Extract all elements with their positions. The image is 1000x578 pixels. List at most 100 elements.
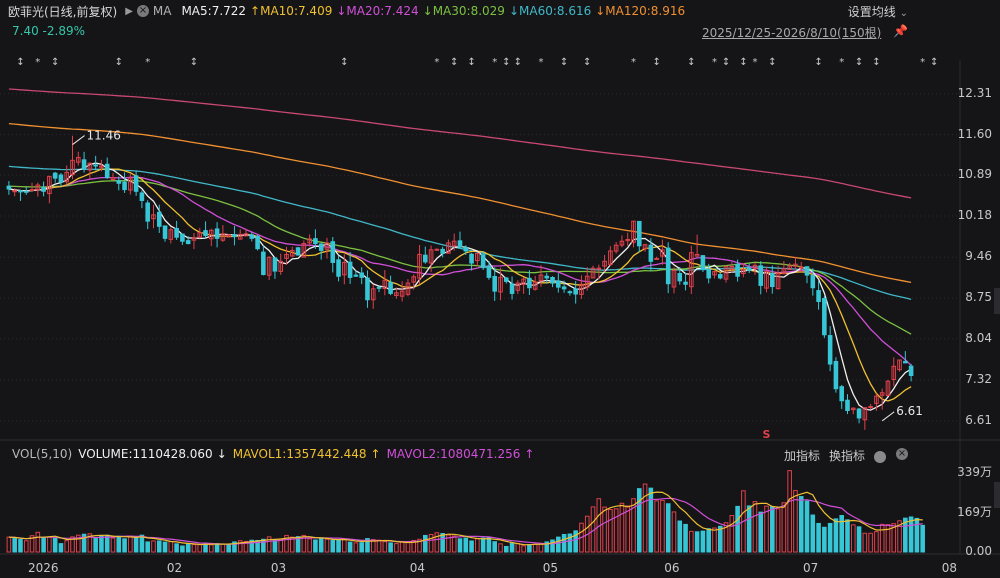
- candle-body: [584, 275, 590, 288]
- high-pointer: [72, 135, 85, 145]
- candle-body: [110, 177, 116, 180]
- right-panel-handle-volume[interactable]: [994, 482, 1000, 508]
- volume-bar: [532, 543, 538, 553]
- volume-bar: [145, 541, 150, 553]
- volume-bar: [324, 538, 330, 553]
- candle-body: [723, 265, 729, 280]
- event-marker: *: [631, 57, 636, 68]
- volume-bar: [35, 531, 41, 553]
- candle-body: [226, 234, 231, 238]
- candle-body: [654, 257, 659, 260]
- candle-body: [237, 233, 243, 240]
- volume-bar: [382, 541, 388, 553]
- mavol2-arrow: ↑: [524, 447, 535, 461]
- volume-bar: [654, 500, 659, 553]
- volume-bar: [694, 531, 700, 553]
- volume-bar: [822, 526, 827, 553]
- candle-body: [717, 274, 723, 279]
- volume-bar: [683, 523, 688, 553]
- price-tick: 9.46: [965, 249, 992, 264]
- candle-body: [515, 282, 521, 291]
- candle-body: [284, 253, 289, 259]
- candle-body: [295, 247, 301, 256]
- volume-bar: [81, 533, 87, 553]
- date-tick: 08: [941, 561, 958, 575]
- volume-bars: [6, 470, 925, 553]
- candle-body: [631, 220, 636, 243]
- volume-bar: [492, 541, 497, 553]
- candle-body: [845, 399, 850, 411]
- candle-body: [746, 267, 752, 271]
- settings-ma-button[interactable]: 设置均线 ⌄: [848, 3, 908, 20]
- candle-body: [590, 267, 596, 279]
- candle-body: [399, 290, 405, 297]
- candle-body: [741, 269, 746, 275]
- candle-body: [706, 268, 711, 279]
- volume-bar: [729, 515, 735, 553]
- play-icon[interactable]: ▶: [125, 5, 133, 17]
- pin-icon[interactable]: 📌: [893, 24, 908, 38]
- switch-indicator-button[interactable]: 换指标: [829, 449, 866, 463]
- stock-label[interactable]: 欧菲光(日线,前复权): [8, 4, 118, 19]
- candle-body: [850, 407, 856, 411]
- volume-bar: [237, 540, 243, 553]
- volume-bar: [798, 496, 804, 553]
- chevron-down-icon: ⌄: [899, 8, 908, 19]
- volume-bar: [133, 537, 139, 553]
- event-marker: *: [35, 57, 40, 68]
- volume-bar: [891, 523, 897, 553]
- candle-body: [457, 240, 463, 248]
- candle-body: [145, 202, 150, 222]
- volume-bar: [318, 538, 324, 553]
- add-indicator-button[interactable]: 加指标: [784, 449, 821, 463]
- volume-bar: [284, 534, 289, 553]
- candle-body: [47, 175, 52, 195]
- volume-bar: [6, 536, 12, 553]
- candle-body: [353, 274, 359, 277]
- right-panel-handle[interactable]: [994, 288, 1000, 314]
- volume-bar: [440, 533, 445, 553]
- candle-body: [908, 365, 914, 376]
- event-markers: ↕ * ↕ ↕ * ↕ ↕ * ↕ ↕ * ↕ ↕ * ↕ ↕ * ↕ ↕ * ↕ ↕ * ↕ ↕ * ↕ ↕ * ↕: [16, 57, 938, 68]
- mavol1-value: MAVOL1:1357442.448: [232, 447, 367, 461]
- event-marker: *: [434, 57, 439, 68]
- ma30-value: MA30:8.029: [432, 4, 505, 18]
- candle-body: [856, 408, 862, 419]
- candle-body: [752, 264, 758, 270]
- volume-bar: [885, 524, 891, 553]
- volume-bar: [209, 544, 214, 553]
- volume-bar: [868, 532, 873, 553]
- ma120-arrow: ↓: [595, 4, 606, 18]
- candle-body: [76, 156, 81, 163]
- volume-bar: [457, 538, 463, 553]
- candle-body: [35, 184, 41, 191]
- date-range-link[interactable]: 2025/12/25-2026/8/10(150根): [702, 26, 882, 40]
- vol-label[interactable]: VOL(5,10): [12, 447, 73, 461]
- date-tick: 02: [166, 561, 183, 575]
- volume-bar: [665, 503, 671, 553]
- volume-bar: [515, 542, 521, 553]
- volume-bar: [475, 538, 480, 553]
- candle-body: [318, 243, 324, 251]
- event-marker: ↕: [16, 57, 24, 68]
- candle-body: [336, 259, 341, 277]
- volume-bar: [527, 544, 532, 553]
- candle-body: [503, 277, 509, 282]
- close-icon[interactable]: ×: [136, 5, 149, 17]
- ma60-value: MA60:8.616: [519, 4, 592, 18]
- candle-body: [596, 267, 602, 270]
- gear-icon[interactable]: [874, 448, 886, 467]
- ma-label[interactable]: MA: [152, 4, 172, 18]
- volume-bar: [463, 537, 469, 553]
- close-volume-icon[interactable]: ×: [896, 448, 908, 460]
- candle-body: [879, 392, 885, 396]
- candle-body: [509, 283, 515, 294]
- event-marker: ↕: [930, 57, 938, 68]
- event-marker: ↕: [687, 57, 695, 68]
- price-tick: 8.04: [965, 330, 992, 345]
- candle-body: [486, 265, 492, 278]
- volume-arrow: ↓: [216, 447, 227, 461]
- volume-bar: [313, 539, 318, 553]
- candle-body: [214, 228, 220, 239]
